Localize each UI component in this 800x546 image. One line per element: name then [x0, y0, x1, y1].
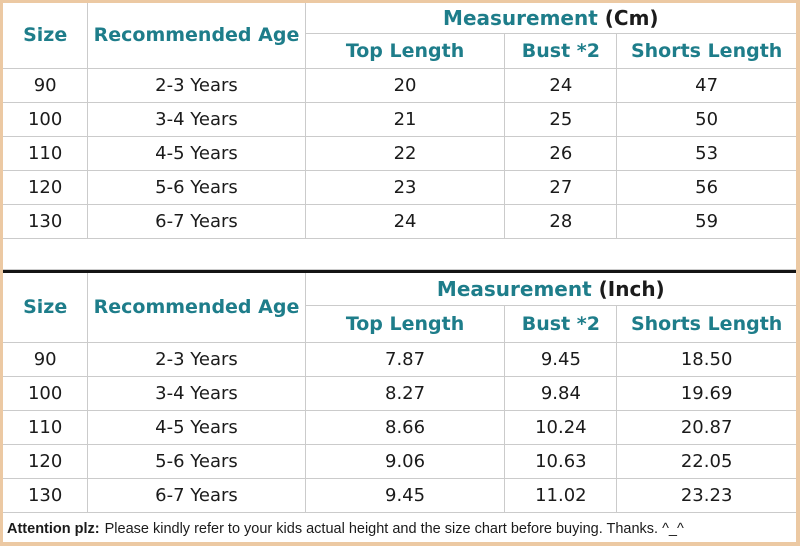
table-row: 90 2-3 Years 7.87 9.45 18.50	[3, 342, 796, 377]
bust-cell: 10.24	[504, 410, 618, 445]
size-cell: 100	[3, 376, 89, 411]
top-length-cell: 24	[304, 203, 506, 239]
size-cell: 110	[3, 135, 89, 171]
size-cell: 130	[3, 203, 89, 239]
inch-unit-label: (Inch)	[598, 276, 665, 301]
shorts-length-cell: 20.87	[616, 410, 796, 445]
bust-cell: 28	[504, 203, 618, 239]
footer-text: Please kindly refer to your kids actual …	[104, 520, 684, 537]
table-separator	[3, 269, 796, 273]
inch-subheader-bust: Bust *2	[504, 305, 618, 343]
inch-header-row-2: Top Length Bust *2 Shorts Length	[3, 305, 796, 343]
age-cell: 2-3 Years	[87, 67, 306, 103]
shorts-length-cell: 47	[616, 67, 796, 103]
table-row: 110 4-5 Years 22 26 53	[3, 135, 796, 171]
shorts-length-cell: 59	[616, 203, 796, 239]
cm-header-row-2: Top Length Bust *2 Shorts Length	[3, 32, 796, 69]
bust-cell: 9.84	[504, 376, 618, 411]
age-cell: 5-6 Years	[87, 169, 306, 205]
top-length-cell: 9.45	[304, 478, 506, 513]
top-length-cell: 22	[304, 135, 506, 171]
age-cell: 3-4 Years	[87, 101, 306, 137]
cm-age-header: Recommended Age	[87, 3, 306, 69]
cm-header-row-1: Size Recommended Age Measurement (Cm)	[3, 3, 796, 69]
footer-note: Attention plz: Please kindly refer to yo…	[3, 513, 796, 542]
table-row: 130 6-7 Years 24 28 59	[3, 203, 796, 239]
shorts-length-cell: 22.05	[616, 444, 796, 479]
table-row: 120 5-6 Years 9.06 10.63 22.05	[3, 444, 796, 479]
top-length-cell: 21	[304, 101, 506, 137]
bust-cell: 24	[504, 67, 618, 103]
age-cell: 6-7 Years	[87, 203, 306, 239]
top-length-cell: 8.27	[304, 376, 506, 411]
inch-header-row-1: Size Recommended Age Measurement (Inch)	[3, 272, 796, 343]
inch-measurement-label: Measurement	[436, 276, 592, 301]
top-length-cell: 20	[304, 67, 506, 103]
cm-subheader-top-length: Top Length	[305, 32, 506, 69]
shorts-length-cell: 19.69	[616, 376, 796, 411]
size-cell: 120	[3, 169, 89, 205]
age-cell: 5-6 Years	[87, 444, 306, 479]
table-row: 100 3-4 Years 8.27 9.84 19.69	[3, 376, 796, 411]
size-cell: 100	[3, 101, 89, 137]
spacer-row	[3, 237, 796, 270]
table-row: 100 3-4 Years 21 25 50	[3, 101, 796, 137]
age-cell: 6-7 Years	[87, 478, 306, 513]
table-row: 110 4-5 Years 8.66 10.24 20.87	[3, 410, 796, 445]
bust-cell: 9.45	[504, 342, 618, 377]
cm-subheader-shorts-length: Shorts Length	[616, 32, 796, 69]
inch-subheader-top-length: Top Length	[305, 305, 506, 343]
table-row: 130 6-7 Years 9.45 11.02 23.23	[3, 478, 796, 513]
inch-measurement-header: Measurement (Inch)	[304, 272, 796, 306]
size-cell: 120	[3, 444, 89, 479]
cm-size-header: Size	[3, 3, 89, 69]
inch-size-header: Size	[3, 272, 89, 343]
bust-cell: 27	[504, 169, 618, 205]
size-cell: 110	[3, 410, 89, 445]
size-cell: 130	[3, 478, 89, 513]
top-length-cell: 8.66	[304, 410, 506, 445]
table-row: 120 5-6 Years 23 27 56	[3, 169, 796, 205]
age-cell: 2-3 Years	[87, 342, 306, 377]
cm-subheader-bust: Bust *2	[504, 32, 618, 69]
top-length-cell: 7.87	[304, 342, 506, 377]
cm-measurement-label: Measurement	[443, 5, 598, 30]
shorts-length-cell: 56	[616, 169, 796, 205]
cm-unit-label: (Cm)	[604, 5, 659, 30]
size-cell: 90	[3, 342, 89, 377]
table-row: 90 2-3 Years 20 24 47	[3, 67, 796, 103]
shorts-length-cell: 50	[616, 101, 796, 137]
cm-size-table: Size Recommended Age Measurement (Cm) To…	[3, 3, 796, 270]
shorts-length-cell: 23.23	[616, 478, 796, 513]
inch-age-header: Recommended Age	[87, 272, 306, 343]
top-length-cell: 9.06	[304, 444, 506, 479]
shorts-length-cell: 53	[616, 135, 796, 171]
bust-cell: 10.63	[504, 444, 618, 479]
bust-cell: 11.02	[504, 478, 618, 513]
top-length-cell: 23	[304, 169, 506, 205]
inch-subheader-shorts-length: Shorts Length	[616, 305, 796, 343]
inch-size-table: Size Recommended Age Measurement (Inch) …	[3, 272, 796, 513]
age-cell: 4-5 Years	[87, 135, 306, 171]
attention-label: Attention plz:	[7, 520, 100, 537]
bust-cell: 25	[504, 101, 618, 137]
age-cell: 3-4 Years	[87, 376, 306, 411]
cm-measurement-header: Measurement (Cm)	[304, 3, 796, 34]
age-cell: 4-5 Years	[87, 410, 306, 445]
size-cell: 90	[3, 67, 89, 103]
bust-cell: 26	[504, 135, 618, 171]
shorts-length-cell: 18.50	[616, 342, 796, 377]
